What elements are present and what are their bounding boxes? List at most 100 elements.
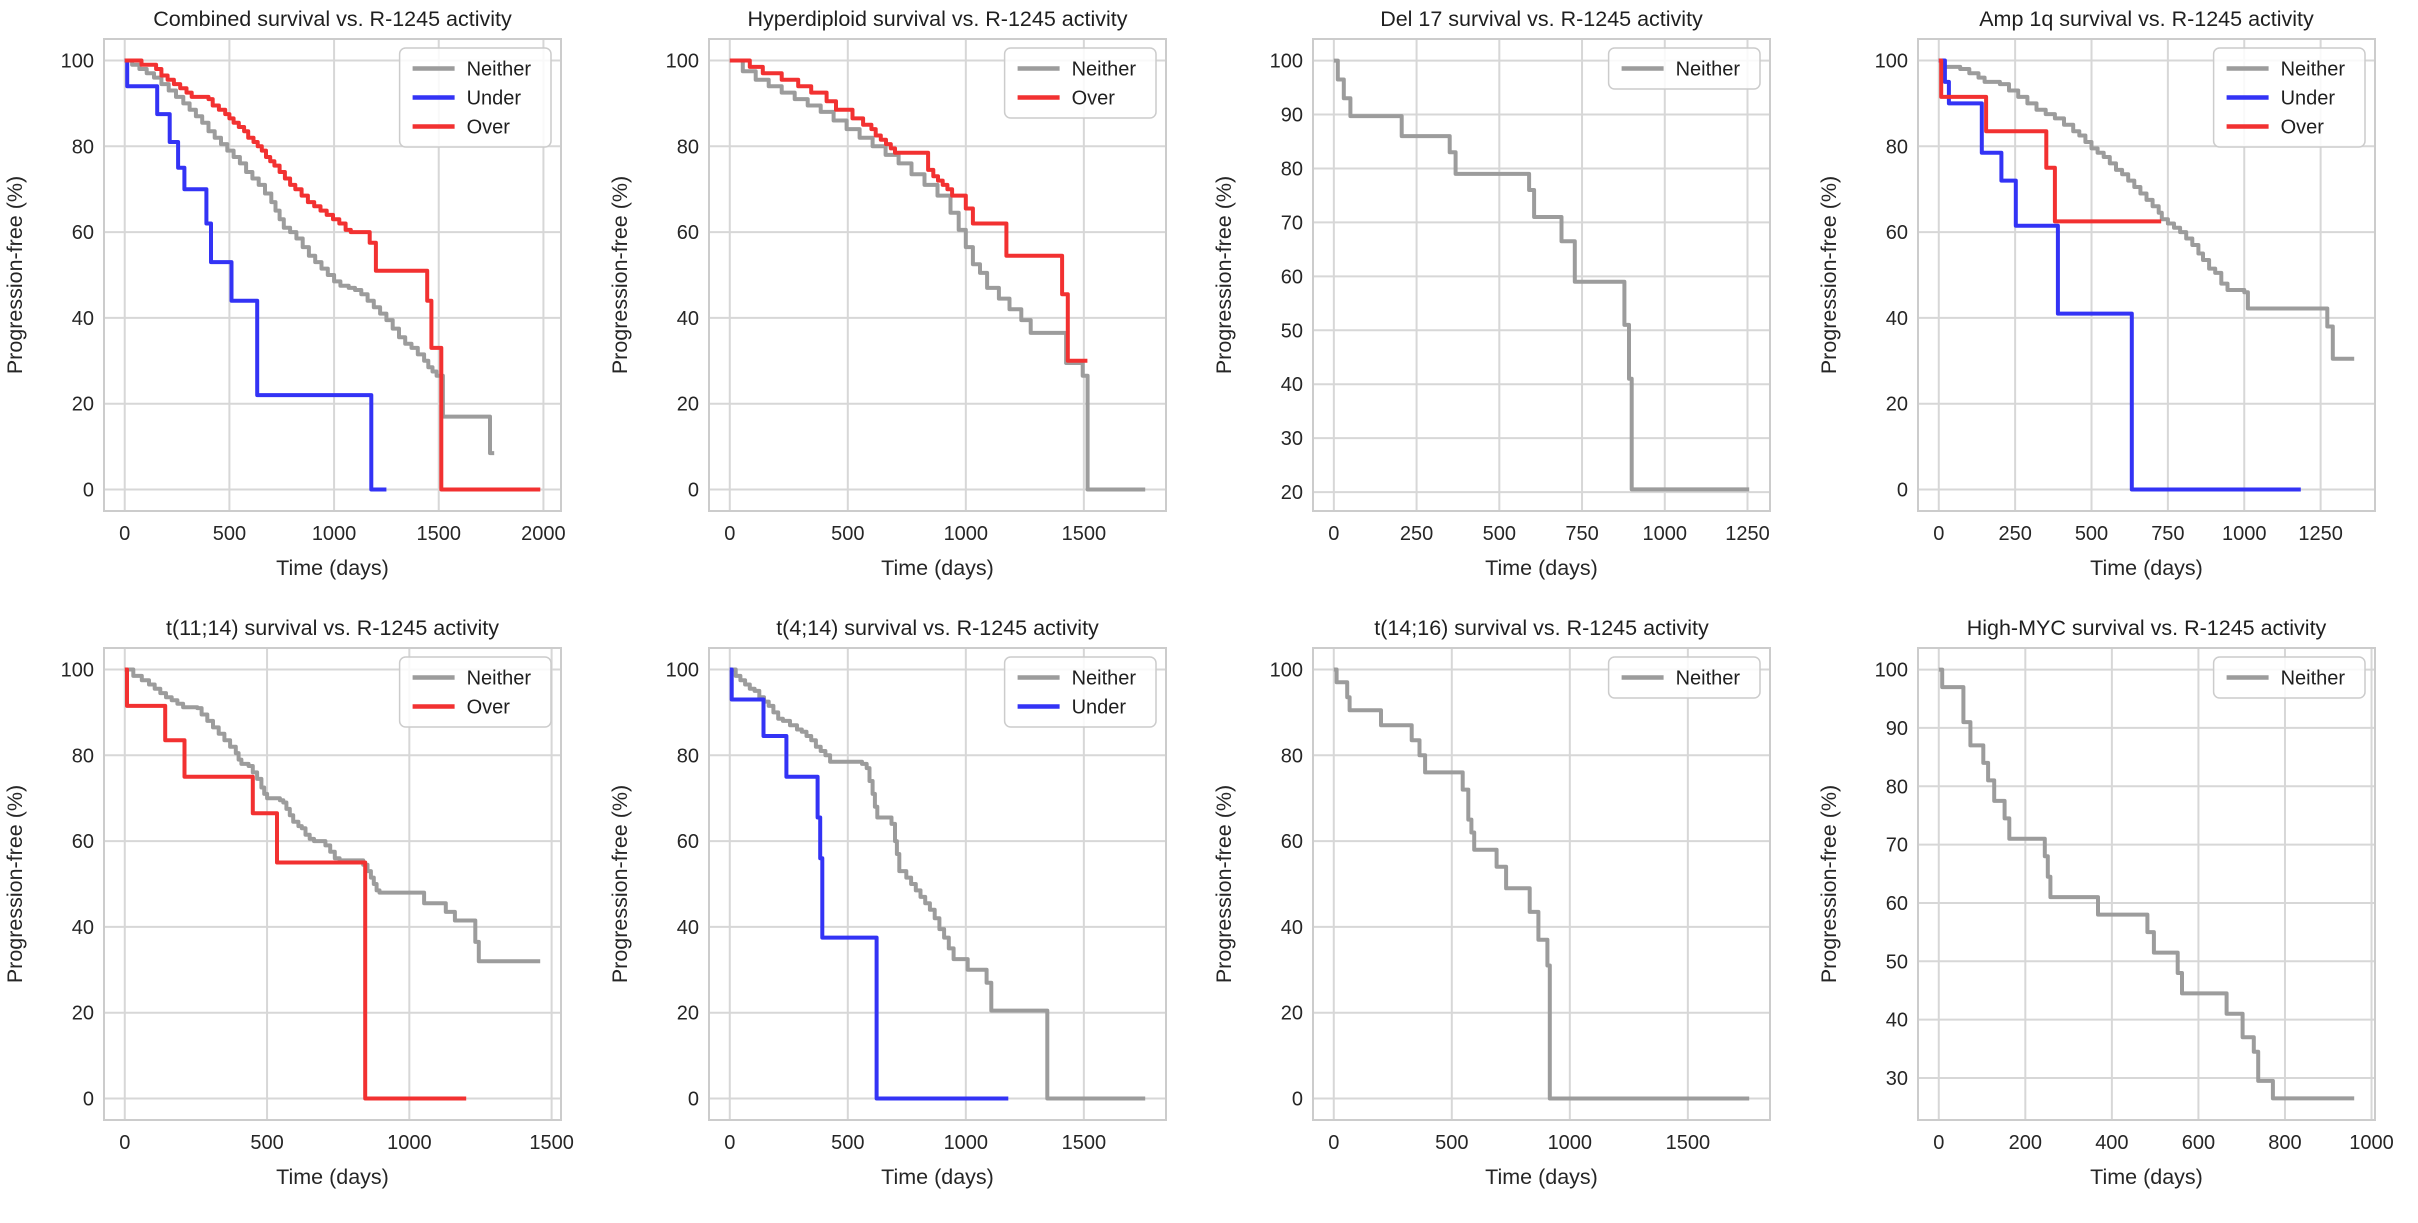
x-tick-label: 1000 — [387, 1132, 432, 1154]
y-tick-label: 40 — [1885, 1010, 1907, 1032]
legend-label-neither: Neither — [2280, 668, 2345, 690]
x-tick-label: 0 — [1933, 523, 1944, 545]
x-tick-label: 1500 — [1666, 1132, 1711, 1154]
legend-label-under: Under — [1071, 697, 1126, 719]
chart-title: Combined survival vs. R-1245 activity — [153, 7, 512, 31]
y-tick-label: 30 — [1281, 428, 1303, 450]
x-tick-label: 1000 — [312, 523, 357, 545]
y-tick-label: 80 — [676, 136, 698, 158]
y-axis-label: Progression-free (%) — [1817, 785, 1841, 983]
y-axis-label: Progression-free (%) — [608, 176, 632, 374]
y-tick-label: 60 — [676, 222, 698, 244]
x-tick-label: 500 — [831, 1132, 864, 1154]
x-tick-label: 200 — [2008, 1132, 2041, 1154]
y-tick-label: 80 — [72, 745, 94, 767]
y-tick-label: 20 — [676, 1003, 698, 1025]
legend-label-neither: Neither — [467, 668, 532, 690]
y-tick-label: 100 — [665, 659, 698, 681]
y-tick-label: 100 — [665, 50, 698, 72]
x-tick-label: 0 — [119, 1132, 130, 1154]
x-tick-label: 2000 — [521, 523, 566, 545]
chart-title: Hyperdiploid survival vs. R-1245 activit… — [747, 7, 1127, 31]
x-tick-label: 1000 — [943, 523, 988, 545]
x-tick-label: 1000 — [1548, 1132, 1593, 1154]
y-tick-label: 40 — [1281, 917, 1303, 939]
x-tick-label: 0 — [1933, 1132, 1944, 1154]
y-tick-label: 80 — [1281, 158, 1303, 180]
x-tick-label: 0 — [724, 1132, 735, 1154]
chart-title: t(4;14) survival vs. R-1245 activity — [776, 616, 1099, 640]
legend: Neither Over — [400, 657, 551, 727]
x-axis-label: Time (days) — [276, 556, 389, 580]
chart-title: High-MYC survival vs. R-1245 activity — [1966, 616, 2326, 640]
legend: Neither — [1609, 657, 1760, 698]
x-tick-label: 500 — [2074, 523, 2107, 545]
legend: Neither — [2213, 657, 2364, 698]
legend-label-neither: Neither — [2280, 59, 2345, 81]
x-tick-label: 0 — [1328, 1132, 1339, 1154]
x-tick-label: 1500 — [1061, 523, 1106, 545]
x-axis-label: Time (days) — [276, 1165, 389, 1189]
x-axis-label: Time (days) — [2090, 1165, 2203, 1189]
legend-label-over: Over — [467, 697, 511, 719]
y-tick-label: 100 — [61, 659, 94, 681]
y-tick-label: 40 — [72, 917, 94, 939]
x-tick-label: 1000 — [2349, 1132, 2394, 1154]
x-tick-label: 250 — [1998, 523, 2031, 545]
legend-label-under: Under — [2280, 88, 2335, 110]
x-tick-label: 1500 — [416, 523, 461, 545]
x-axis-label: Time (days) — [1485, 556, 1598, 580]
y-tick-label: 100 — [1270, 659, 1303, 681]
legend-label-over: Over — [467, 117, 511, 139]
x-tick-label: 500 — [1483, 523, 1516, 545]
x-tick-label: 500 — [250, 1132, 283, 1154]
y-tick-label: 60 — [676, 831, 698, 853]
y-axis-label: Progression-free (%) — [3, 785, 27, 983]
legend: Neither — [1609, 48, 1760, 89]
x-tick-label: 500 — [831, 523, 864, 545]
x-tick-label: 1000 — [943, 1132, 988, 1154]
chart-background — [1209, 0, 1814, 609]
x-axis-label: Time (days) — [881, 1165, 994, 1189]
y-tick-label: 0 — [83, 480, 94, 502]
y-tick-label: 0 — [687, 480, 698, 502]
x-tick-label: 250 — [1400, 523, 1433, 545]
y-axis-label: Progression-free (%) — [1212, 785, 1236, 983]
y-axis-label: Progression-free (%) — [1817, 176, 1841, 374]
x-tick-label: 800 — [2268, 1132, 2301, 1154]
y-tick-label: 40 — [1281, 374, 1303, 396]
x-tick-label: 500 — [213, 523, 246, 545]
y-tick-label: 90 — [1281, 105, 1303, 127]
y-tick-label: 50 — [1281, 320, 1303, 342]
y-tick-label: 60 — [72, 831, 94, 853]
x-tick-label: 0 — [119, 523, 130, 545]
y-tick-label: 20 — [1281, 1003, 1303, 1025]
y-axis-label: Progression-free (%) — [3, 176, 27, 374]
y-tick-label: 80 — [676, 745, 698, 767]
y-tick-label: 100 — [61, 50, 94, 72]
y-tick-label: 70 — [1281, 212, 1303, 234]
legend-label-neither: Neither — [1071, 59, 1136, 81]
chart-title: t(11;14) survival vs. R-1245 activity — [166, 616, 499, 640]
x-tick-label: 750 — [1565, 523, 1598, 545]
legend-label-neither: Neither — [1071, 668, 1136, 690]
y-tick-label: 100 — [1270, 51, 1303, 73]
y-tick-label: 60 — [1281, 266, 1303, 288]
y-tick-label: 100 — [1874, 660, 1907, 682]
y-tick-label: 40 — [1885, 308, 1907, 330]
y-tick-label: 0 — [1292, 1089, 1303, 1111]
legend-label-neither: Neither — [1676, 59, 1741, 81]
y-tick-label: 60 — [1885, 893, 1907, 915]
legend-label-over: Over — [1071, 88, 1115, 110]
y-tick-label: 60 — [1281, 831, 1303, 853]
